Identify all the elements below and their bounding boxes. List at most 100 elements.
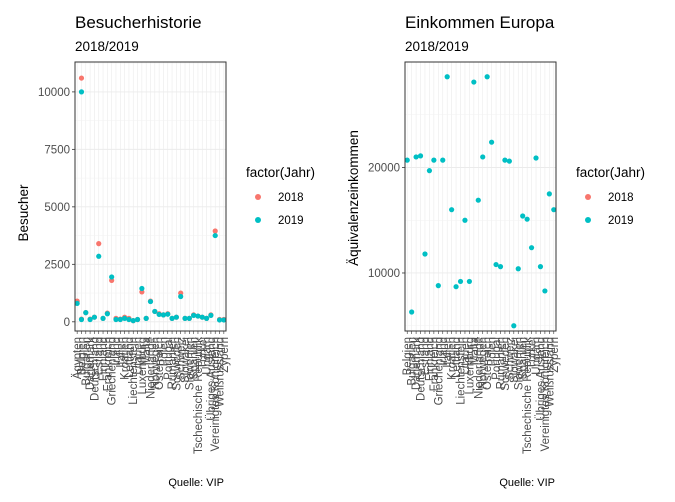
chart1-xtick-label: Frankreich — [102, 337, 114, 391]
chart1-xtick-label: Liechtenstein — [128, 337, 140, 405]
chart1-xtick-label: Ägypten — [72, 337, 84, 379]
chart2-point-2019 — [537, 264, 544, 270]
chart2-point-2019 — [435, 283, 441, 289]
chart1-xtick-label: Österreich — [154, 337, 166, 390]
chart2-xtick-label: Kroatien — [447, 337, 459, 380]
chart1-point-2019 — [221, 317, 227, 323]
chart2-point-2019 — [457, 278, 464, 285]
chart2-point-2019 — [475, 197, 481, 203]
chart1-point-2018 — [78, 75, 85, 81]
chart2-xtick-label: Liechtenstein — [456, 337, 468, 405]
chart2-xtick-label: Österreich — [482, 337, 494, 390]
chart1-xtick-label: Italien — [115, 337, 127, 368]
chart2-xtick-label: Schweden — [500, 337, 512, 391]
chart2-xtick-label: Rumänien — [495, 337, 507, 389]
chart1-point-2019 — [91, 314, 98, 320]
chart2-point-2019 — [520, 213, 526, 219]
chart1-xtick-label: Lettland — [124, 337, 136, 378]
chart1-point-2019 — [130, 318, 136, 324]
chart1-subtitle: 2018/2019 — [75, 39, 139, 54]
chart1-xtick-label: Dänemark — [85, 337, 97, 390]
chart1-point-2019 — [134, 316, 141, 323]
chart1-point-2019 — [96, 253, 102, 259]
chart1-point-2019 — [143, 315, 149, 321]
chart1-xtick-label: Irland — [111, 337, 123, 366]
chart2-legend-key-2018 — [585, 194, 591, 200]
chart1-ylabel: Besucher — [16, 184, 31, 242]
chart2-point-2019 — [431, 157, 437, 163]
chart1-point-2019 — [195, 313, 201, 319]
chart2-xtick-label: Zypern — [549, 337, 561, 373]
chart1-point-2019 — [216, 317, 223, 323]
chart1-point-2019 — [147, 298, 154, 305]
chart2-ytick-label: 20000 — [368, 162, 400, 174]
chart1-xtick-label: Griechenland — [107, 337, 119, 405]
chart1-title: Besucherhistorie — [75, 13, 202, 32]
chart2-xtick-label: Finnland — [424, 337, 436, 381]
chart2-point-2019 — [466, 278, 472, 285]
chart1-xtick-label: Türkei — [197, 337, 209, 369]
chart1-point-2019 — [208, 312, 214, 318]
chart2-point-2019 — [417, 153, 424, 159]
chart1-point-2019 — [173, 314, 179, 320]
chart2-xtick-label: Slowenien — [513, 337, 525, 390]
chart2-xtick-label: Irland — [438, 337, 450, 366]
chart2-subtitle: 2018/2019 — [405, 39, 469, 54]
chart1-point-2019 — [178, 293, 184, 300]
chart1-xtick-label: Slowenien — [184, 337, 196, 390]
chart2-point-2019 — [484, 74, 490, 80]
chart2-xtick-label: Vereinigtes Königreich — [540, 337, 552, 451]
chart1-xtick-label: Slowakei — [180, 337, 192, 383]
chart1-point-2019 — [139, 285, 145, 292]
chart2-legend-key-2019 — [585, 217, 591, 223]
chart1-xtick-label: Deutschland — [89, 337, 101, 401]
chart1-legend-key-2019 — [255, 217, 261, 223]
chart1-xtick-label: Belgien — [76, 337, 88, 375]
chart1-point-2018 — [212, 228, 218, 234]
chart1-point-2019 — [83, 310, 89, 316]
chart1-ytick-label: 5000 — [44, 202, 70, 214]
chart1-ytick-label: 10000 — [38, 87, 70, 99]
chart1-xtick-label: Übriges Ausland — [206, 337, 218, 421]
chart1-point-2019 — [122, 315, 128, 321]
chart1-xtick-label: Estland — [94, 337, 106, 375]
chart2-point-2019 — [462, 217, 468, 223]
chart2-point-2019 — [546, 191, 552, 197]
chart1-plot-area: 0 2500 5000 7500 10000 ÄgyptenBelgienBulgarie… — [38, 61, 231, 454]
chart2-point-2019 — [489, 139, 495, 145]
chart1-xtick-label: Malta — [141, 336, 153, 365]
chart2-xtick-label: Frankreich — [429, 337, 441, 391]
chart1-xtick-label: Norwegen — [150, 337, 162, 389]
chart2-point-2019 — [426, 168, 433, 174]
chart2-xtick-label: Portugal — [491, 337, 503, 380]
chart2-xtick-label: Schweiz — [504, 337, 516, 380]
chart1-ytick-label: 2500 — [44, 259, 70, 271]
chart1-xtick-label: Weißrussland — [215, 337, 227, 407]
chart1-point-2019 — [212, 232, 218, 239]
chart2-xtick-label: Litauen — [460, 337, 472, 375]
chart2-legend-title: factor(Jahr) — [576, 165, 645, 180]
chart1-xtick-label: Zypern — [219, 337, 231, 373]
chart1-legend-label-2019: 2019 — [278, 215, 304, 227]
chart1-point-2019 — [152, 308, 158, 315]
chart2-xtick-label: Italien — [442, 337, 454, 368]
chart1-caption: Quelle: VIP — [168, 477, 224, 489]
chart2-title: Einkommen Europa — [405, 13, 555, 32]
chart2-point-2019 — [533, 155, 539, 161]
chart2-plot-area: 10000 20000 BelgienBulgarienDänemarkDeutsc… — [368, 61, 561, 454]
chart1-point-2019 — [113, 316, 119, 323]
chart2-xtick-label: Polen — [487, 337, 499, 366]
chart2-point-2019 — [497, 264, 504, 270]
chart2-ylabel: Äquivalenzeinkommen — [346, 130, 361, 266]
chart1-panel-border — [74, 61, 227, 332]
chart2-point-2019 — [511, 323, 517, 329]
chart2-point-2019 — [524, 216, 530, 222]
chart1-point-2019 — [117, 316, 123, 323]
chart2-panel-border — [404, 61, 557, 332]
chart1-xtick-label: Finnland — [98, 337, 110, 381]
chart2-point-2019 — [440, 157, 446, 163]
chart1-xtick-label: Niederlande — [146, 337, 158, 399]
chart1-point-2019 — [104, 311, 110, 317]
chart1-point-2019 — [186, 315, 192, 321]
